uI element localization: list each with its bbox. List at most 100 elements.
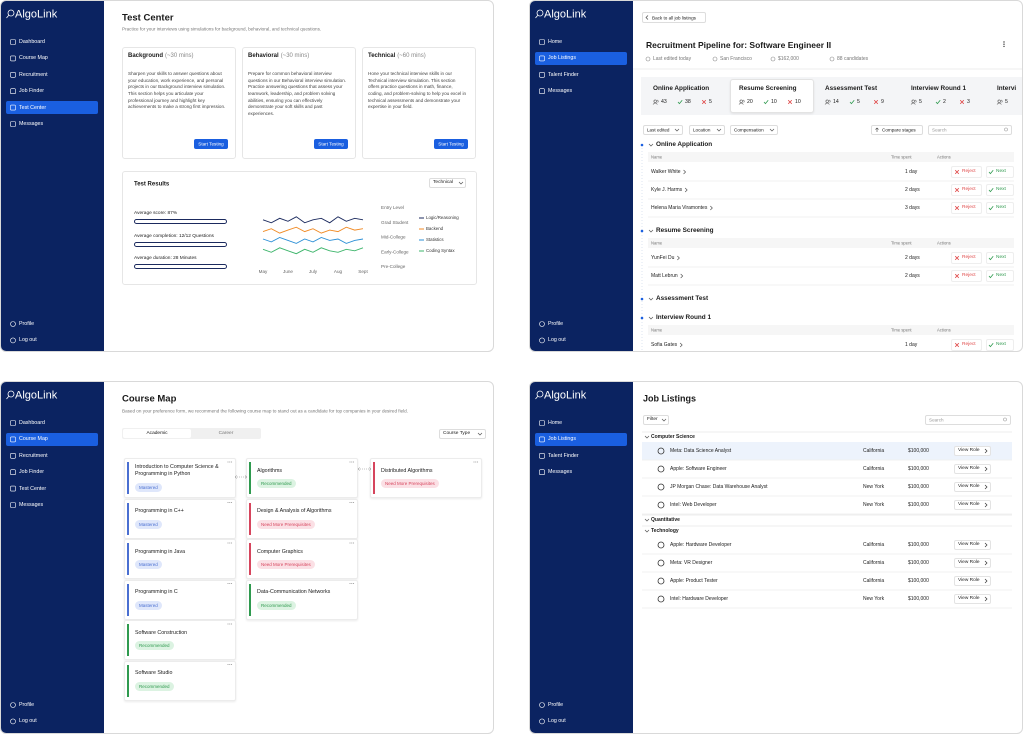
stage-name[interactable]: Resume Screening xyxy=(739,85,797,93)
filter-dropdown[interactable] xyxy=(643,125,683,135)
view-role-button[interactable] xyxy=(954,482,991,492)
view-role-button[interactable] xyxy=(954,594,991,604)
stage-name[interactable]: Interview Round 1 xyxy=(911,85,967,93)
reject-button[interactable] xyxy=(951,202,982,214)
reject-label[interactable]: Reject xyxy=(962,342,976,348)
button-label[interactable]: Start Testing xyxy=(198,141,224,147)
nav-item[interactable]: Job Listings xyxy=(548,55,576,62)
reject-button[interactable] xyxy=(951,252,982,264)
filter-label[interactable]: Technical xyxy=(433,180,453,186)
next-label[interactable]: Next xyxy=(996,205,1006,211)
search-box[interactable] xyxy=(925,415,1011,425)
course-card[interactable]: Programming in C++ Mastered xyxy=(124,498,236,539)
stage-name[interactable]: Intervi xyxy=(997,85,1017,93)
nav-item[interactable]: Recruitment xyxy=(19,71,48,78)
next-button[interactable] xyxy=(986,339,1014,351)
course-card[interactable]: Computer Graphics Need More Prerequisites xyxy=(246,539,358,579)
filter-label[interactable]: Filter xyxy=(647,417,658,423)
nav-item[interactable]: Log out xyxy=(19,718,37,725)
start-button[interactable] xyxy=(194,139,228,149)
candidate-name[interactable]: YunFei Du xyxy=(651,255,675,261)
stage-name[interactable]: Assessment Test xyxy=(825,85,878,93)
reject-button[interactable] xyxy=(951,339,982,351)
group-title[interactable]: Assessment Test xyxy=(656,295,709,303)
stage-name[interactable]: Online Application xyxy=(653,85,710,93)
group-title[interactable]: Interview Round 1 xyxy=(656,314,712,322)
nav-item[interactable]: Job Finder xyxy=(19,469,45,476)
next-label[interactable]: Next xyxy=(996,342,1006,348)
candidate-name[interactable]: Helena Maria Viramontes xyxy=(651,205,708,211)
job-title[interactable]: Meta: Data Science Analyst xyxy=(670,448,732,454)
view-role-button[interactable] xyxy=(954,446,991,456)
course-card[interactable]: Data-Communication Networks Recommended xyxy=(246,579,358,620)
view-role-label[interactable]: View Role xyxy=(958,560,980,566)
next-label[interactable]: Next xyxy=(996,169,1006,175)
search-placeholder[interactable]: Search xyxy=(932,127,947,133)
start-button[interactable] xyxy=(314,139,348,149)
view-role-button[interactable] xyxy=(954,558,991,568)
view-role-button[interactable] xyxy=(954,540,991,550)
filter-dropdown[interactable] xyxy=(689,125,725,135)
course-card[interactable]: Distributed Algorithms Need More Prerequi… xyxy=(370,458,482,498)
nav-item[interactable]: Dashboard xyxy=(19,419,45,426)
nav-item[interactable]: Messages xyxy=(19,120,44,127)
next-label[interactable]: Next xyxy=(996,273,1006,279)
filter-dropdown[interactable] xyxy=(643,415,669,425)
view-role-label[interactable]: View Role xyxy=(958,466,980,472)
next-button[interactable] xyxy=(986,166,1014,178)
compare-button[interactable] xyxy=(871,125,923,135)
nav-item[interactable]: Home xyxy=(548,38,563,45)
search-box[interactable] xyxy=(928,125,1012,135)
reject-label[interactable]: Reject xyxy=(962,169,976,175)
nav-item[interactable]: Profile xyxy=(548,320,564,327)
group-title[interactable]: Computer Science xyxy=(651,434,695,440)
filter-dropdown[interactable] xyxy=(439,429,486,439)
candidate-name[interactable]: Kyle J. Harms xyxy=(651,187,683,193)
reject-button[interactable] xyxy=(951,184,982,196)
group-title[interactable]: Technology xyxy=(651,528,679,534)
nav-item[interactable]: Talent Finder xyxy=(548,452,579,459)
candidate-name[interactable]: Walker White xyxy=(651,169,681,175)
nav-item[interactable]: Profile xyxy=(548,701,564,708)
nav-item[interactable]: Messages xyxy=(548,88,573,95)
nav-item[interactable]: Recruitment xyxy=(19,452,48,459)
nav-item[interactable]: Course Map xyxy=(19,55,48,62)
nav-item[interactable]: Test Center xyxy=(19,485,47,492)
next-label[interactable]: Next xyxy=(996,255,1006,261)
job-title[interactable]: Apple: Software Engineer xyxy=(670,466,727,472)
nav-item[interactable]: Dashboard xyxy=(19,38,45,45)
nav-item[interactable]: Log out xyxy=(548,337,566,344)
course-card[interactable]: Software Construction Recommended xyxy=(124,620,236,660)
next-button[interactable] xyxy=(986,184,1014,196)
course-card[interactable]: Algorithms Recommended xyxy=(246,458,358,498)
course-card[interactable]: Programming in C Mastered xyxy=(124,579,236,620)
course-card[interactable]: Introduction to Computer Science & Progr… xyxy=(124,458,236,498)
course-card[interactable]: Programming in Java Mastered xyxy=(124,539,236,579)
button-label[interactable]: Start Testing xyxy=(318,141,344,147)
job-title[interactable]: Meta: VR Designer xyxy=(670,560,713,566)
filter-label[interactable]: Last edited xyxy=(647,127,670,133)
filter-dropdown[interactable] xyxy=(730,125,778,135)
nav-item[interactable]: Profile xyxy=(19,320,35,327)
view-role-label[interactable]: View Role xyxy=(958,542,980,548)
view-role-button[interactable] xyxy=(954,464,991,474)
course-card[interactable]: Design & Analysis of Algorithms Need More… xyxy=(246,498,358,539)
next-button[interactable] xyxy=(986,252,1014,264)
nav-item[interactable]: Log out xyxy=(548,718,566,725)
reject-button[interactable] xyxy=(951,166,982,178)
back-button[interactable] xyxy=(642,12,706,23)
reject-button[interactable] xyxy=(951,270,982,282)
compare-label[interactable]: Compare stages xyxy=(882,127,916,133)
nav-item[interactable]: Job Listings xyxy=(548,436,576,443)
job-title[interactable]: JP Morgan Chase: Data Warehouse Analyst xyxy=(670,484,768,490)
next-label[interactable]: Next xyxy=(996,187,1006,193)
job-title[interactable]: Apple: Hardware Developer xyxy=(670,542,732,548)
view-role-label[interactable]: View Role xyxy=(958,578,980,584)
filter-label[interactable]: Compensation xyxy=(734,127,764,133)
filter-label[interactable]: Location xyxy=(693,127,711,133)
nav-item[interactable]: Log out xyxy=(19,337,37,344)
button-label[interactable]: Start Testing xyxy=(438,141,464,147)
filter-dropdown[interactable] xyxy=(429,178,466,188)
reject-label[interactable]: Reject xyxy=(962,205,976,211)
back-label[interactable]: Back to all job listings xyxy=(652,14,696,20)
